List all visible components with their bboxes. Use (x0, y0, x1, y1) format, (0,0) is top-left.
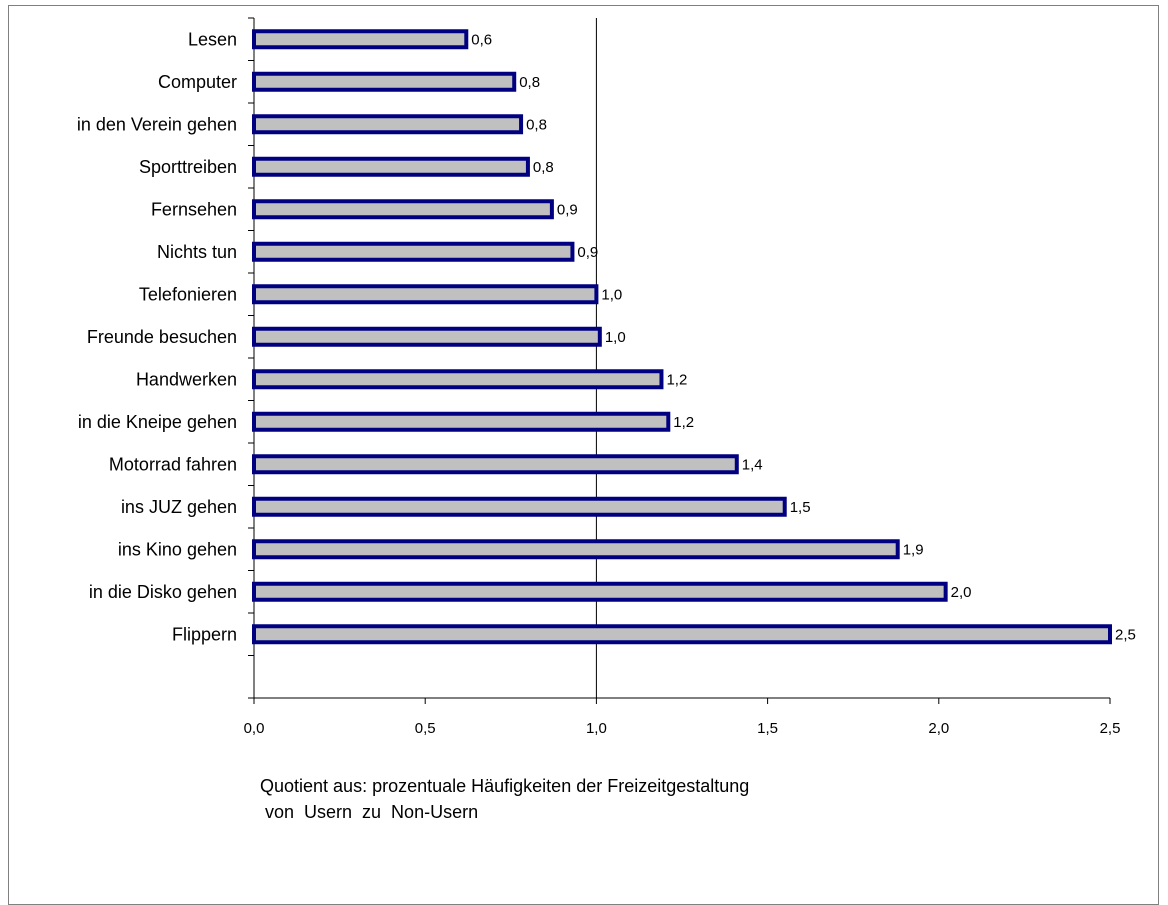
data-label: 1,0 (601, 286, 622, 303)
category-label: Handwerken (136, 369, 237, 389)
data-label: 1,4 (742, 456, 763, 473)
data-label: 1,2 (666, 371, 687, 388)
data-label: 1,9 (903, 541, 924, 558)
data-label: 1,0 (605, 329, 626, 346)
data-label: 0,8 (526, 116, 547, 133)
data-label: 1,2 (673, 414, 694, 431)
bar (252, 284, 599, 305)
x-tick-label: 0,5 (415, 720, 436, 737)
x-axis-caption-line-1: Quotient aus: prozentuale Häufigkeiten d… (260, 776, 750, 796)
bar (252, 71, 517, 92)
category-label: in den Verein gehen (77, 114, 237, 134)
category-label: Motorrad fahren (109, 454, 237, 474)
category-label: Nichts tun (157, 242, 237, 262)
data-label: 2,0 (951, 584, 972, 601)
data-label: 0,9 (557, 201, 578, 218)
category-label: Sporttreiben (139, 157, 237, 177)
data-label: 0,8 (533, 159, 554, 176)
category-label: Freunde besuchen (87, 327, 237, 347)
category-label: Computer (158, 72, 237, 92)
bar (252, 581, 948, 602)
bar (252, 199, 554, 220)
category-label: ins Kino gehen (118, 539, 237, 559)
x-axis-caption-line-2: von Usern zu Non-Usern (260, 802, 479, 822)
bar (252, 29, 469, 50)
category-label: Flippern (172, 624, 237, 644)
x-tick-label: 2,0 (928, 720, 949, 737)
bar-chart: 0,0 0,5 1,0 1,5 2,0 2,5 Lesen 0,6 Computer 0,8 in … (77, 17, 1136, 737)
data-label: 1,5 (790, 499, 811, 516)
bar (252, 454, 739, 475)
x-tick-label: 1,0 (586, 720, 607, 737)
data-label: 0,6 (471, 31, 492, 48)
category-label: in die Kneipe gehen (78, 412, 237, 432)
bar (252, 241, 575, 262)
x-axis-caption: Quotient aus: prozentuale Häufigkeiten d… (260, 773, 749, 825)
bar (252, 156, 530, 177)
data-label: 0,9 (577, 244, 598, 261)
data-label: 0,8 (519, 74, 540, 91)
category-label: Fernsehen (151, 199, 237, 219)
category-label: ins JUZ gehen (121, 497, 237, 517)
x-tick-label: 0,0 (244, 720, 265, 737)
x-tick-label: 1,5 (757, 720, 778, 737)
bar (252, 326, 602, 347)
category-label: Telefonieren (139, 284, 237, 304)
x-tick-label: 2,5 (1100, 720, 1121, 737)
data-label: 2,5 (1115, 626, 1136, 643)
bar (252, 496, 787, 517)
bar (252, 114, 524, 135)
bar (252, 624, 1112, 645)
category-label: Lesen (188, 29, 237, 49)
bar (252, 539, 900, 560)
bar (252, 411, 671, 432)
category-label: in die Disko gehen (89, 582, 237, 602)
bar (252, 369, 664, 390)
